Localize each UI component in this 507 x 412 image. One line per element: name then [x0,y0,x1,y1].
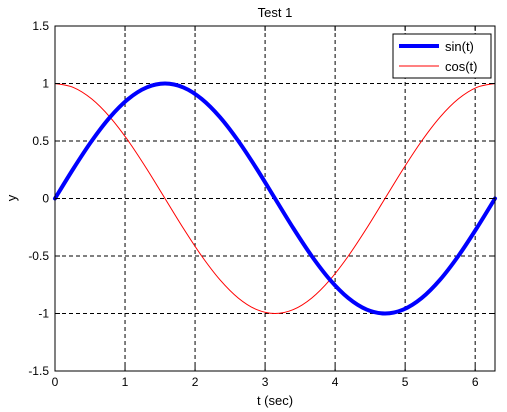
x-tick-label: 2 [192,375,199,389]
y-tick-label: -0.5 [28,249,49,263]
series-line-sin-t [53,81,497,316]
y-tick-label: -1 [38,307,49,321]
tick-labels: 0 1 2 3 4 5 6 -1.5 -1 -0.5 0 0.5 1 1.5 [28,19,479,389]
x-tick-label: 1 [122,375,129,389]
x-tick-label: 6 [472,375,479,389]
y-tick-label: 0 [42,192,49,206]
y-tick-label: 0.5 [32,134,49,148]
series-line-cos-t [54,83,496,314]
legend-label-cos: cos(t) [445,59,478,74]
x-tick-label: 3 [262,375,269,389]
x-tick-label: 4 [332,375,339,389]
x-tick-label: 5 [402,375,409,389]
legend: sin(t) cos(t) [392,33,492,79]
ticks [54,25,495,372]
legend-box [392,33,492,79]
y-tick-label: -1.5 [28,364,49,378]
x-axis-title: t (sec) [257,393,293,408]
chart-title: Test 1 [258,5,293,20]
legend-label-sin: sin(t) [445,39,474,54]
y-axis-title: y [4,194,19,201]
series-layer [53,81,497,316]
y-tick-label: 1 [42,77,49,91]
x-tick-label: 0 [52,375,59,389]
y-tick-label: 1.5 [32,19,49,33]
